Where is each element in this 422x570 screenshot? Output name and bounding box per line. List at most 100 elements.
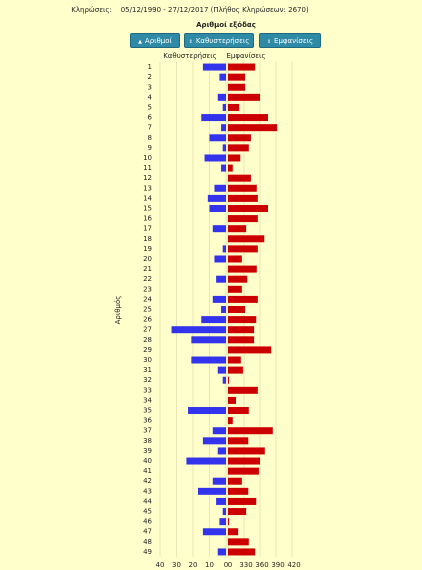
bar [219,518,226,526]
bar [228,164,233,172]
x2-tick-label: 330 [239,561,252,569]
y-tick-label: 37 [143,427,152,435]
bar [228,457,260,465]
bar [228,467,259,475]
bar [204,154,226,162]
bar [228,154,241,162]
y-tick-label: 2 [148,73,152,81]
y-tick-label: 30 [143,356,152,364]
bar [228,93,260,101]
bar [209,204,226,212]
bar [202,437,226,445]
bar [228,336,255,344]
bar [219,73,226,81]
bar [228,265,257,273]
bar [228,316,257,324]
x2-tick-label: 390 [271,561,284,569]
button[interactable]: ⇕ Εμφανίσεις [259,33,321,48]
legend-entry: Καθυστερήσεις [163,52,217,60]
y-tick-label: 32 [143,376,152,384]
y-tick-label: 47 [143,528,152,536]
y-tick-label: 48 [143,538,152,546]
bar [228,275,248,283]
y-tick-label: 35 [143,407,152,415]
bar [217,93,226,101]
bar [214,255,226,263]
bar [212,427,226,435]
bar [202,63,226,71]
bar [228,376,230,384]
bar [228,194,258,202]
y-tick-label: 46 [143,518,152,526]
bar [228,346,272,354]
legend-entry: Εμφανίσεις [226,52,265,60]
bar [228,235,265,243]
y-tick-label: 6 [148,114,153,122]
bar [228,477,242,485]
bar [221,124,226,132]
y-tick-label: 31 [143,366,152,374]
bar [228,497,257,505]
bar [228,326,255,334]
y-tick-label: 28 [143,336,152,344]
button-label: Αριθμοί [144,37,172,45]
bar [191,356,226,364]
x-tick-label: 20 [189,561,198,569]
y-tick-label: 5 [148,103,152,111]
bar [228,437,249,445]
bar [228,144,249,152]
bar [191,336,226,344]
y-tick-label: 11 [143,164,152,172]
y-tick-label: 40 [143,457,152,465]
bar [209,134,226,142]
bar [214,184,226,192]
button-label: Καθυστερήσεις [195,37,250,45]
bar [197,487,226,495]
y-tick-label: 22 [143,275,152,283]
bar [228,508,247,516]
bar [228,225,247,233]
y-tick-label: 23 [143,285,152,293]
y-tick-label: 43 [143,487,152,495]
button[interactable]: ▲ Αριθμοί [130,33,180,48]
bar [228,548,256,556]
y-tick-label: 9 [148,144,152,152]
y-tick-label: 33 [143,386,152,394]
x2-tick-label: 420 [287,561,300,569]
bar [222,245,226,253]
y-tick-label: 25 [143,306,152,314]
bar [228,538,249,546]
bar [221,306,226,313]
x-tick-label: 0 [224,561,228,569]
bar [207,194,226,202]
x-tick-label: 40 [156,561,165,569]
button-label: Εμφανίσεις [274,37,314,45]
bar [217,548,226,556]
bar [228,184,257,192]
bar [228,114,268,122]
button[interactable]: ⇕ Καθυστερήσεις [184,33,254,48]
bar [186,457,226,465]
bar [228,124,278,132]
y-tick-label: 7 [148,124,152,132]
bar [228,356,241,364]
bar [228,255,242,263]
y-tick-label: 34 [143,396,152,404]
bar [228,366,243,374]
y-tick-label: 18 [143,235,152,243]
bar [228,73,246,81]
bar [228,63,256,71]
bar [228,103,240,111]
y-tick-label: 29 [143,346,152,354]
x2-tick-label: 360 [255,561,268,569]
y-tick-label: 36 [143,417,152,425]
y-tick-label: 44 [143,497,152,505]
bar [216,275,226,283]
bar [228,174,251,182]
bar [228,134,251,142]
y-tick-label: 45 [143,508,152,516]
bar [228,487,249,495]
y-tick-label: 24 [143,295,152,303]
